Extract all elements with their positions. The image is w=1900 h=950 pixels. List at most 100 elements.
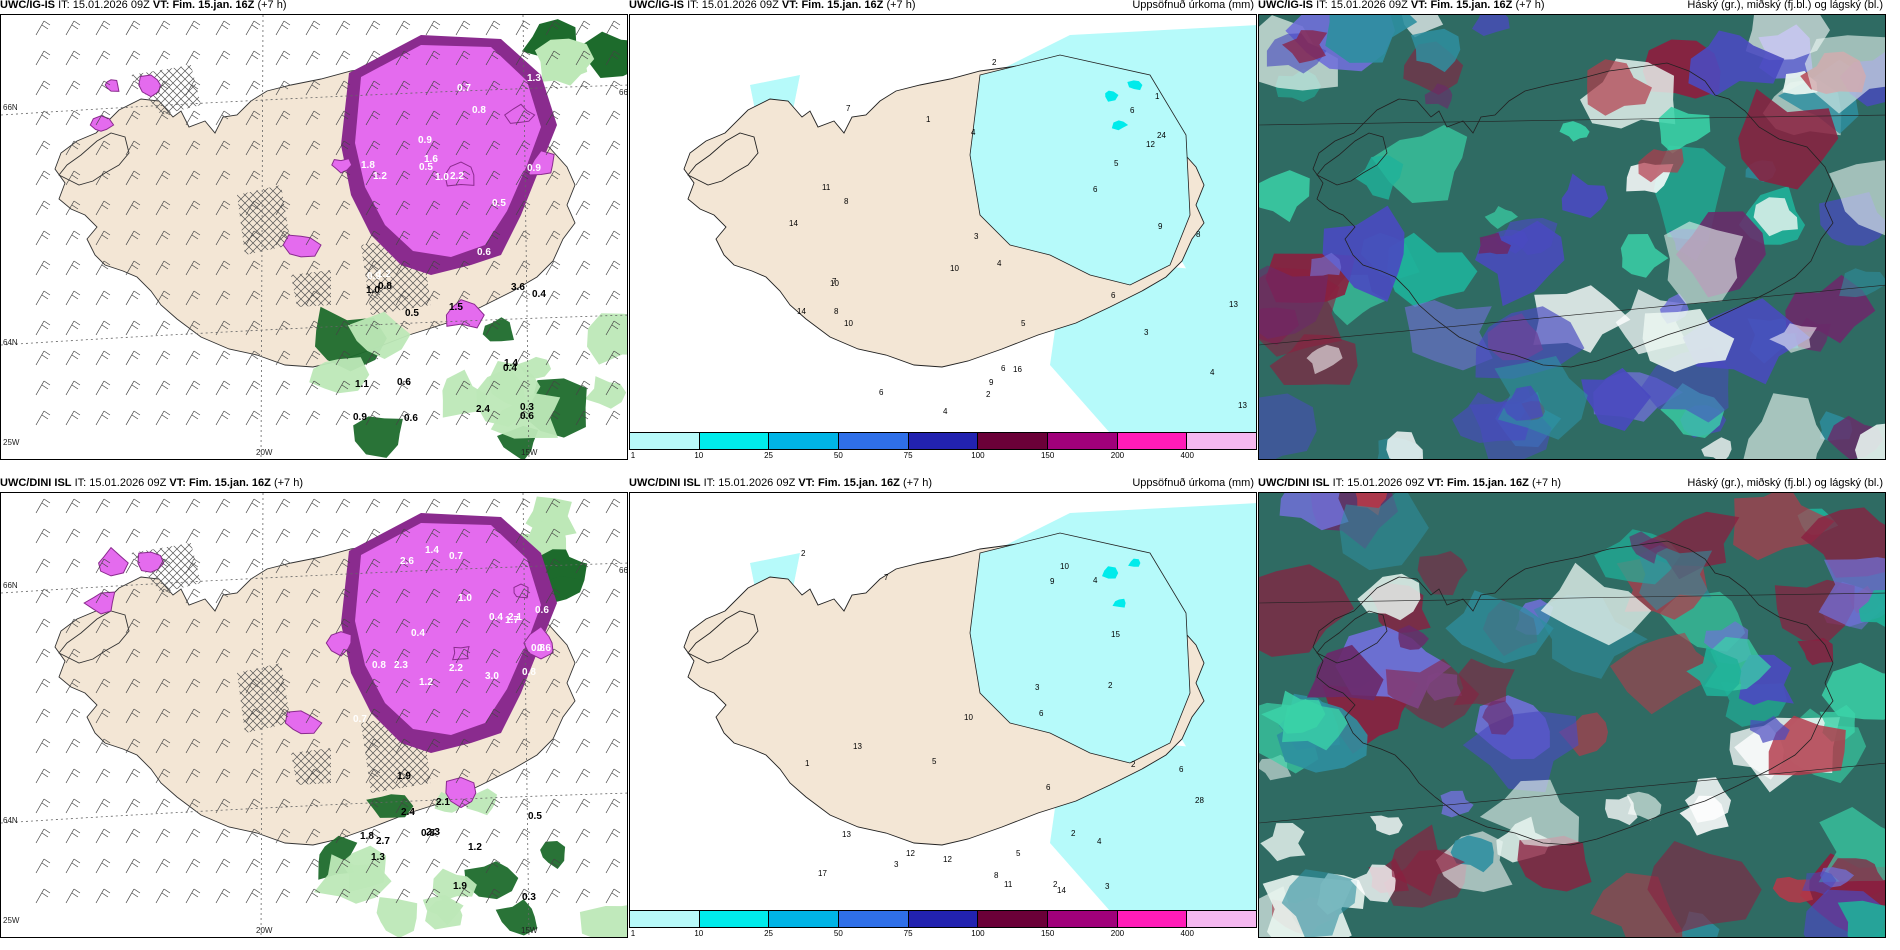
- precip-value: 0.8: [522, 667, 536, 678]
- precip-value: 0.9: [418, 135, 432, 146]
- precip-value: 3.6: [511, 282, 525, 293]
- colorbar-swatch: [630, 433, 700, 449]
- accum-value: 14: [789, 219, 798, 228]
- lead-time: (+7 h): [273, 477, 303, 489]
- model-name: UWC/DINI ISL: [629, 477, 701, 489]
- panel-header: UWC/DINI ISL IT: 15.01.2026 09Z VT: Fim.…: [1258, 474, 1886, 492]
- precip-value: 1.9: [397, 771, 411, 782]
- it-label: IT:: [703, 477, 716, 489]
- precip-value: 0.5: [405, 308, 419, 319]
- precip-value: 0.6: [535, 605, 549, 616]
- grid-label: 15W: [521, 926, 538, 935]
- model-name: UWC/IG-IS: [0, 0, 55, 11]
- precip-value: 1.3: [527, 73, 541, 84]
- accum-value: 2: [1053, 880, 1058, 889]
- precip-value: 1.5: [449, 302, 463, 313]
- grid-label: 66N: [3, 103, 18, 112]
- precip-value: 2.1: [436, 797, 450, 808]
- colorbar-swatch: [839, 433, 909, 449]
- model-name: UWC/IG-IS: [1258, 0, 1313, 11]
- colorbar-tick-label: 75: [903, 929, 913, 938]
- valid-time: Fim. 15.jan. 16Z: [172, 0, 255, 11]
- accum-value: 2: [1071, 829, 1076, 838]
- grid-label: 64N: [3, 338, 18, 347]
- precip-value: 1.0: [366, 285, 380, 296]
- accum-value: 2: [1108, 681, 1113, 690]
- precip-value: 0.4: [503, 363, 517, 374]
- map-panel-clouds-igis: [1258, 14, 1886, 460]
- model-name: UWC/DINI ISL: [0, 477, 72, 489]
- grid-label: 64N: [3, 816, 18, 825]
- vt-label: VT:: [152, 0, 170, 11]
- init-time: 15.01.2026 09Z: [1330, 0, 1408, 11]
- valid-time: Fim. 15.jan. 16Z: [1446, 477, 1529, 489]
- colorbar-tick-label: 150: [1040, 451, 1055, 460]
- accum-value: 11: [822, 183, 831, 192]
- precip-value: 0.4: [411, 628, 425, 639]
- lead-time: (+7 h): [257, 0, 287, 11]
- precip-value: 1.0: [458, 593, 472, 604]
- map-canvas: 2 2 11 12 6 2 10 9 4 12 13 17 28 14 13 5 3 7 6 8 2 10 3 4 5 6 15 2 3…: [683, 503, 1256, 911]
- accum-value: 8: [844, 197, 849, 206]
- accum-value: 6: [1179, 765, 1184, 774]
- colorbar-labels-bottom: 1 10 25 50 75 100 150 200 400: [629, 929, 1257, 941]
- precip-value: 1.3: [371, 852, 385, 863]
- precip-value: 3.0: [485, 671, 499, 682]
- accum-value: 6: [879, 388, 884, 397]
- accum-value: 13: [853, 742, 862, 751]
- precip-value: 0.9: [353, 412, 367, 423]
- accum-value: 11: [1004, 880, 1013, 889]
- precip-value: 0.8: [421, 828, 435, 839]
- accum-value: 3: [1144, 328, 1149, 337]
- precip-value: 0.8: [372, 660, 386, 671]
- colorbar-labels-top: 1 10 25 50 75 100 150 200 400: [629, 451, 1257, 463]
- vt-label: VT:: [169, 477, 186, 489]
- colorbar-swatch: [699, 911, 770, 927]
- grid-label: 15W: [521, 448, 538, 457]
- accum-value: 4: [971, 128, 976, 137]
- precip-value: 1.9: [453, 881, 467, 892]
- precip-value: 0.6: [537, 643, 551, 654]
- accum-value: 7: [846, 104, 851, 113]
- accum-value: 8: [1196, 230, 1201, 239]
- map-canvas: [1259, 15, 1885, 459]
- colorbar-tick-label: 50: [833, 451, 843, 460]
- colorbar-tick-label: 200: [1110, 451, 1125, 460]
- panel-header: UWC/IG-IS IT: 15.01.2026 09Z VT: Fim. 15…: [0, 0, 628, 14]
- colorbar-tick-label: 25: [764, 929, 773, 938]
- model-name: UWC/DINI ISL: [1258, 477, 1330, 489]
- accum-value: 10: [950, 264, 959, 273]
- grid-label: 20W: [256, 926, 273, 935]
- it-label: IT:: [74, 477, 87, 489]
- vt-label: VT:: [1410, 0, 1428, 11]
- accum-value: 10: [830, 279, 839, 288]
- init-time: 15.01.2026 09Z: [89, 477, 167, 489]
- accum-value: 14: [797, 307, 806, 316]
- valid-time: Fim. 15.jan. 16Z: [801, 0, 884, 11]
- accum-value: 6: [1130, 106, 1135, 115]
- grid-label: 20W: [256, 448, 273, 457]
- accum-value: 5: [1016, 849, 1021, 858]
- it-label: IT:: [687, 0, 699, 11]
- accum-value: 4: [943, 407, 948, 416]
- colorbar-tick-label: 75: [903, 451, 913, 460]
- colorbar-tick-label: 25: [764, 451, 773, 460]
- accum-value: 6: [1046, 783, 1051, 792]
- precip-value: 0.9: [367, 271, 381, 282]
- valid-time: Fim. 15.jan. 16Z: [817, 477, 900, 489]
- map-canvas: [1259, 493, 1885, 937]
- accum-value: 2: [992, 58, 997, 67]
- panel-title: Uppsöfnuð úrkoma (mm): [1132, 0, 1254, 11]
- colorbar-swatch: [769, 911, 840, 927]
- colorbar-tick-label: 50: [833, 929, 843, 938]
- precip-value: 1.4: [425, 545, 439, 556]
- colorbar-tick-label: 1: [630, 929, 636, 938]
- map-canvas: 1131014665812111624768457913108346223441…: [683, 25, 1256, 433]
- accum-value: 4: [1093, 576, 1098, 585]
- precip-value: 0.5: [492, 198, 506, 209]
- accum-value: 6: [1111, 291, 1116, 300]
- grid-label: 25W: [3, 438, 20, 447]
- init-time: 15.01.2026 09Z: [701, 0, 779, 11]
- precip-value: 2.1: [508, 612, 522, 623]
- precip-value: 1.6: [424, 154, 438, 165]
